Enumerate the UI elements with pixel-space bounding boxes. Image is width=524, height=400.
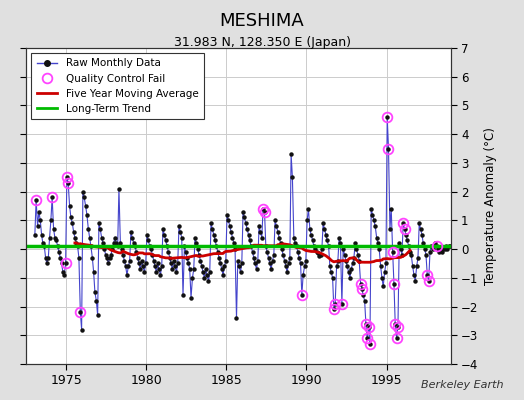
Y-axis label: Temperature Anomaly (°C): Temperature Anomaly (°C) <box>484 127 497 285</box>
Text: MESHIMA: MESHIMA <box>220 12 304 30</box>
Text: Berkeley Earth: Berkeley Earth <box>421 380 503 390</box>
Text: 31.983 N, 128.350 E (Japan): 31.983 N, 128.350 E (Japan) <box>173 36 351 49</box>
Legend: Raw Monthly Data, Quality Control Fail, Five Year Moving Average, Long-Term Tren: Raw Monthly Data, Quality Control Fail, … <box>31 53 204 119</box>
